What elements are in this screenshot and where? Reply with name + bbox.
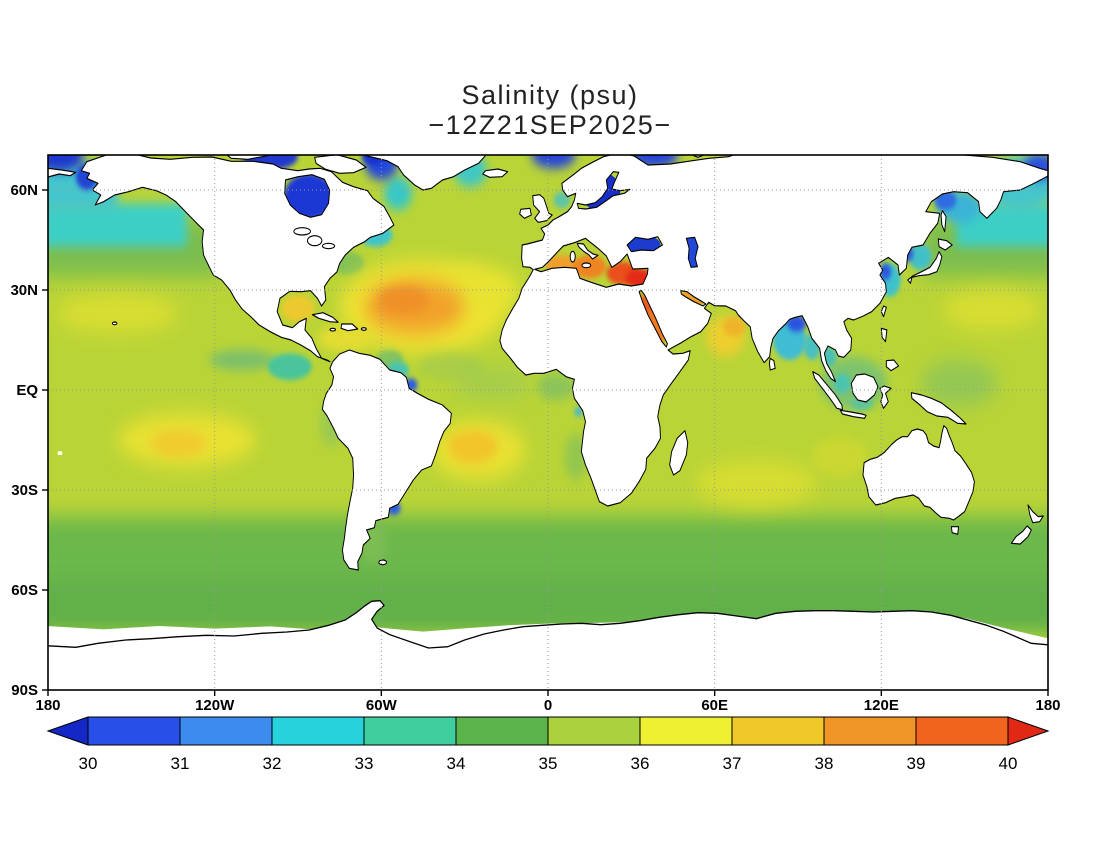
lon-label: 0 <box>544 697 552 714</box>
land-south-america <box>321 349 452 571</box>
colorbar-segment <box>363 716 457 746</box>
land-tasmania <box>950 526 960 535</box>
land-luzon <box>880 327 888 343</box>
colorbar-arrow-right <box>1007 716 1050 746</box>
land-sakhalin <box>940 210 947 233</box>
colorbar-tick-label: 34 <box>447 754 466 773</box>
land-iceland <box>482 168 509 178</box>
land-puerto-rico <box>360 327 367 331</box>
land-hokkaido <box>937 238 953 251</box>
colorbar-tick-label: 38 <box>815 754 834 773</box>
colorbar-segment <box>179 716 273 746</box>
lon-label: 120W <box>195 697 235 714</box>
land-new-guinea <box>910 392 967 425</box>
land-arctic-island <box>226 155 268 160</box>
colorbar-tick-label: 30 <box>79 754 98 773</box>
land-borneo <box>850 373 879 403</box>
colorbar-segment <box>823 716 917 746</box>
colorbar-segment <box>547 716 641 746</box>
lat-label: 60N <box>10 182 38 199</box>
grid-lines <box>48 155 1048 690</box>
land-nz-north <box>1027 504 1044 524</box>
land-baffin-island <box>314 155 367 174</box>
axis-ticks <box>42 189 1049 696</box>
lat-label: 30N <box>10 282 38 299</box>
land-nz-south <box>1010 525 1032 545</box>
colorbar-segment <box>731 716 825 746</box>
lon-label: 60W <box>366 697 398 714</box>
lat-label: 30S <box>11 482 38 499</box>
land-antarctica <box>48 599 1048 690</box>
plot-title: Salinity (psu) <box>461 80 638 110</box>
land-sri-lanka <box>768 357 776 371</box>
land-eurasia-africa <box>499 155 1048 507</box>
land-mindanao <box>885 359 900 372</box>
land-sardinia <box>569 250 576 263</box>
land-chukotka-wrap <box>48 167 77 178</box>
lon-label: 120E <box>864 697 899 714</box>
landmasses <box>48 155 1048 690</box>
land-britain <box>532 194 553 223</box>
lake-ontario-erie <box>321 242 336 250</box>
land-falklands <box>378 559 388 566</box>
colorbar-tick-label: 37 <box>723 754 742 773</box>
colorbar: 30 31 32 33 34 35 36 37 38 39 40 <box>46 716 1050 773</box>
colorbar-tick-label: 40 <box>999 754 1018 773</box>
colorbar-segment <box>87 716 181 746</box>
land-madagascar <box>669 430 689 476</box>
land-north-america <box>80 155 395 363</box>
lon-label: 180 <box>35 697 60 714</box>
land-cuba <box>311 312 339 323</box>
colorbar-arrow-left <box>46 716 89 746</box>
land-italy <box>576 242 599 260</box>
colorbar-tick-label: 35 <box>539 754 558 773</box>
land-hispaniola <box>340 323 359 332</box>
colorbar-tick-label: 33 <box>355 754 374 773</box>
colorbar-tick-label: 32 <box>263 754 282 773</box>
land-sumatra <box>812 371 843 411</box>
land-taiwan <box>880 305 887 318</box>
latitude-axis-labels: 60N 30N EQ 30S 60S 90S <box>10 182 38 699</box>
lat-label: EQ <box>16 382 38 399</box>
plot-subtitle-date: −12Z21SEP2025− <box>428 110 671 140</box>
colorbar-tick-label: 39 <box>907 754 926 773</box>
colorbar-tick-label: 31 <box>171 754 190 773</box>
lon-label: 60E <box>701 697 728 714</box>
colorbar-segment <box>639 716 733 746</box>
colorbar-tick-label: 36 <box>631 754 650 773</box>
land-sicily <box>581 262 592 269</box>
land-ireland <box>519 207 532 219</box>
land-java <box>839 409 867 419</box>
lat-label: 90S <box>11 682 38 699</box>
land-jamaica <box>329 327 336 332</box>
land-sulawesi <box>879 385 892 409</box>
colorbar-segment <box>271 716 365 746</box>
land-australia <box>862 425 975 521</box>
land-honshu <box>907 251 943 284</box>
longitude-axis-labels: 180 120W 60W 0 60E 120E 180 <box>35 697 1060 714</box>
colorbar-segment <box>915 716 1009 746</box>
land-greenland <box>362 155 487 191</box>
lake-huron-michigan <box>306 235 323 247</box>
land-hawaii <box>111 321 118 326</box>
colorbar-segment <box>455 716 549 746</box>
lake-superior <box>293 227 311 236</box>
lat-label: 60S <box>11 582 38 599</box>
lon-label: 180 <box>1035 697 1060 714</box>
